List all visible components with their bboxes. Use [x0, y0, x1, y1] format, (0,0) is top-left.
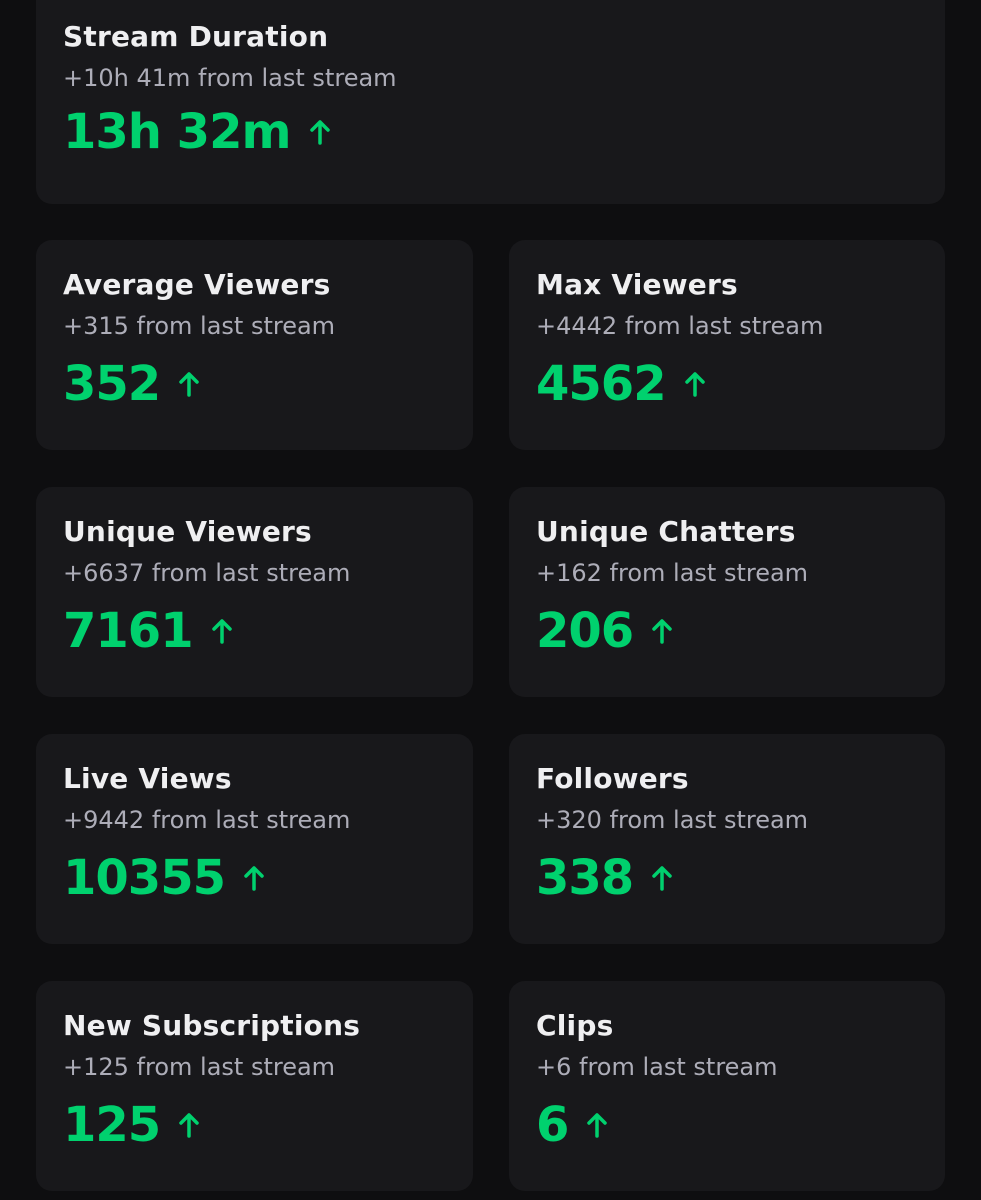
- stat-delta: +315 from last stream: [63, 312, 336, 340]
- stat-value-row: 4562: [536, 360, 706, 408]
- stat-delta: +9442 from last stream: [63, 806, 351, 834]
- stat-title: Stream Duration: [63, 20, 329, 53]
- stat-card-stream-duration: Stream Duration +10h 41m from last strea…: [36, 0, 945, 204]
- arrow-up-icon: [652, 866, 672, 891]
- stat-card-live-views: Live Views +9442 from last stream 10355: [36, 734, 473, 944]
- stat-value-row: 7161: [63, 607, 233, 655]
- stat-card-unique-viewers: Unique Viewers +6637 from last stream 71…: [36, 487, 473, 697]
- stat-card-followers: Followers +320 from last stream 338: [509, 734, 945, 944]
- stat-value-row: 6: [536, 1101, 608, 1149]
- stat-value-row: 352: [63, 360, 200, 408]
- stat-card-max-viewers: Max Viewers +4442 from last stream 4562: [509, 240, 945, 450]
- stat-value: 4562: [536, 356, 667, 412]
- stat-card-unique-chatters: Unique Chatters +162 from last stream 20…: [509, 487, 945, 697]
- stat-delta: +162 from last stream: [536, 559, 809, 587]
- stat-value: 7161: [63, 603, 194, 659]
- stat-title: Average Viewers: [63, 268, 331, 301]
- stat-value: 206: [536, 603, 634, 659]
- stat-title: Followers: [536, 762, 689, 795]
- stat-value: 125: [63, 1097, 161, 1153]
- stat-title: Unique Chatters: [536, 515, 796, 548]
- arrow-up-icon: [179, 1113, 199, 1138]
- stat-delta: +125 from last stream: [63, 1053, 336, 1081]
- stat-value: 352: [63, 356, 161, 412]
- stat-title: Max Viewers: [536, 268, 738, 301]
- stat-card-clips: Clips +6 from last stream 6: [509, 981, 945, 1191]
- arrow-up-icon: [309, 120, 330, 145]
- stat-value-row: 206: [536, 607, 673, 655]
- stat-value: 13h 32m: [63, 104, 291, 160]
- stat-value-row: 10355: [63, 854, 265, 902]
- stat-title: Live Views: [63, 762, 232, 795]
- stat-value: 6: [536, 1097, 569, 1153]
- stat-value-row: 125: [63, 1101, 200, 1149]
- stat-card-new-subscriptions: New Subscriptions +125 from last stream …: [36, 981, 473, 1191]
- arrow-up-icon: [244, 866, 264, 891]
- stat-delta: +6637 from last stream: [63, 559, 351, 587]
- stat-delta: +4442 from last stream: [536, 312, 824, 340]
- stat-title: New Subscriptions: [63, 1009, 361, 1042]
- arrow-up-icon: [652, 619, 672, 644]
- stat-value: 10355: [63, 850, 226, 906]
- stat-value: 338: [536, 850, 634, 906]
- stat-delta: +6 from last stream: [536, 1053, 778, 1081]
- stat-value-row: 338: [536, 854, 673, 902]
- arrow-up-icon: [179, 372, 199, 397]
- stat-delta: +10h 41m from last stream: [63, 64, 397, 92]
- arrow-up-icon: [684, 372, 705, 397]
- arrow-up-icon: [211, 619, 232, 644]
- stat-title: Unique Viewers: [63, 515, 312, 548]
- stat-title: Clips: [536, 1009, 614, 1042]
- stat-card-average-viewers: Average Viewers +315 from last stream 35…: [36, 240, 473, 450]
- stat-value-row: 13h 32m: [63, 108, 331, 156]
- arrow-up-icon: [587, 1113, 608, 1138]
- stat-delta: +320 from last stream: [536, 806, 809, 834]
